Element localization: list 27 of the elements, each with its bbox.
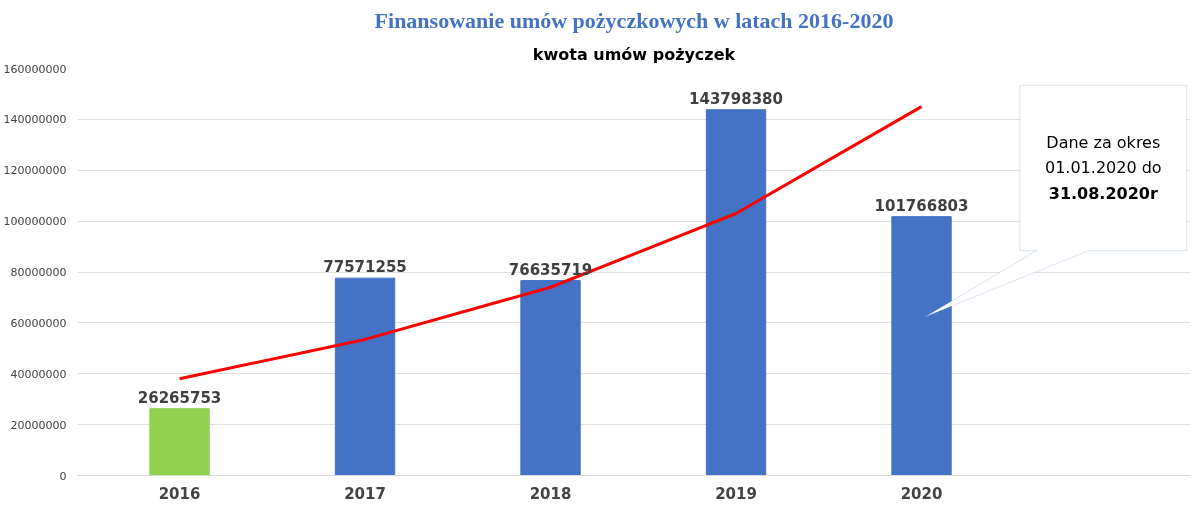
y-tick-label: 40000000 (10, 367, 67, 381)
data-label: 77571255 (323, 258, 407, 277)
x-tick-label: 2017 (344, 484, 386, 503)
text: Dane za okres 01.01.2020 do 31.08.2020r (1044, 132, 1162, 204)
y-tick-label: 140000000 (3, 113, 67, 127)
data-label: 143798380 (689, 89, 783, 108)
y-tick-label: 100000000 (3, 215, 67, 229)
x-tick-label: 2019 (715, 484, 757, 503)
y-tick-label: 20000000 (10, 418, 67, 432)
y-tick-label: 160000000 (3, 62, 67, 76)
x-tick-label: 2016 (158, 484, 201, 503)
y-tick-label: 120000000 (3, 164, 67, 178)
y-tick-label: 0 (59, 469, 67, 483)
x-tick-label: 2018 (529, 484, 572, 503)
data-label: 101766803 (874, 196, 969, 215)
data-label: 76635719 (508, 260, 593, 279)
bar (705, 109, 767, 476)
x-tick-label: 2020 (900, 484, 943, 503)
chart-subtitle: kwota umów pożyczek (532, 44, 736, 64)
y-tick-label: 60000000 (10, 316, 67, 330)
bar (891, 216, 952, 476)
bar (334, 277, 396, 476)
bar (520, 280, 581, 476)
data-label: 26265753 (137, 388, 222, 407)
bar (149, 408, 210, 476)
chart-title: Finansowanie umów pożyczkowych w latach 2016-2020 (374, 7, 894, 33)
y-tick-label: 80000000 (10, 266, 67, 279)
